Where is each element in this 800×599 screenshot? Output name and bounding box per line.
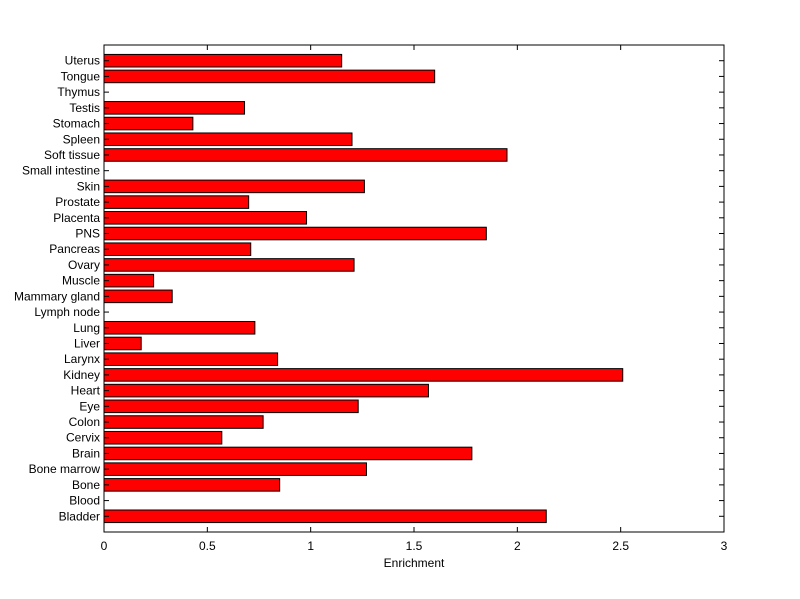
y-tick-label-blood: Blood — [69, 494, 100, 508]
bar-larynx — [103, 352, 279, 366]
y-tick-label-lung: Lung — [73, 321, 100, 335]
y-tick-label-testis: Testis — [69, 101, 100, 115]
x-axis-ticks: 0 0.5 1 1.5 2 2.5 3 — [101, 45, 728, 553]
y-tick-label-uterus: Uterus — [65, 54, 100, 68]
bar-kidney — [103, 368, 624, 382]
y-tick-label-larynx: Larynx — [64, 352, 100, 366]
bar-pancreas — [103, 242, 252, 257]
bar-heart — [103, 383, 429, 398]
x-tick-label-5: 2.5 — [612, 539, 629, 553]
y-tick-label-brain: Brain — [72, 446, 100, 460]
y-tick-label-lymph-node: Lymph node — [34, 305, 100, 319]
y-tick-label-liver: Liver — [74, 336, 100, 350]
bar-mammary-gland — [103, 289, 173, 304]
x-tick-label-4: 2 — [514, 539, 521, 553]
y-tick-label-kidney: Kidney — [63, 368, 100, 382]
y-tick-label-skin: Skin — [77, 179, 100, 193]
bar-spleen — [103, 132, 353, 147]
bar-prostate — [103, 195, 250, 209]
bar-pns — [103, 226, 487, 241]
bar-liver — [103, 336, 142, 351]
bar-bladder — [103, 509, 547, 524]
bar-stomach — [103, 116, 194, 131]
x-axis-label: Enrichment — [384, 556, 445, 570]
x-tick-label-6: 3 — [721, 539, 728, 553]
y-tick-label-tongue: Tongue — [61, 69, 101, 83]
y-tick-label-eye: Eye — [79, 399, 100, 413]
y-tick-label-bladder: Bladder — [59, 509, 100, 523]
plot-frame — [103, 44, 725, 533]
bar-tongue — [103, 69, 436, 84]
bar-cervix — [103, 430, 223, 445]
bar-muscle — [103, 273, 155, 288]
bar-testis — [103, 101, 246, 115]
y-tick-label-pns: PNS — [75, 227, 100, 241]
x-tick-label-1: 0.5 — [199, 539, 216, 553]
x-tick-label-3: 1.5 — [406, 539, 423, 553]
y-tick-label-prostate: Prostate — [55, 195, 100, 209]
bar-placenta — [103, 211, 308, 225]
y-tick-label-soft-tissue: Soft tissue — [44, 148, 100, 162]
bar-bone — [103, 478, 281, 492]
bar-uterus — [103, 53, 343, 68]
y-tick-label-heart: Heart — [71, 384, 101, 398]
y-tick-label-bone: Bone — [72, 478, 100, 492]
bar-eye — [103, 399, 359, 414]
y-tick-label-mammary-gland: Mammary gland — [14, 289, 100, 303]
y-tick-label-stomach: Stomach — [53, 117, 100, 131]
y-tick-label-ovary: Ovary — [68, 258, 100, 272]
bar-ovary — [103, 258, 355, 272]
bar-soft-tissue — [103, 148, 508, 162]
y-tick-label-cervix: Cervix — [66, 431, 100, 445]
x-tick-label-0: 0 — [101, 539, 108, 553]
y-tick-label-pancreas: Pancreas — [49, 242, 100, 256]
bar-colon — [103, 415, 264, 429]
y-tick-label-bone-marrow: Bone marrow — [29, 462, 101, 476]
bar-skin — [103, 179, 365, 194]
bar-bone-marrow — [103, 462, 367, 476]
x-tick-label-2: 1 — [307, 539, 314, 553]
bar-lung — [103, 320, 256, 335]
y-tick-label-muscle: Muscle — [62, 274, 100, 288]
y-tick-label-placenta: Placenta — [53, 211, 100, 225]
y-tick-label-thymus: Thymus — [57, 85, 100, 99]
y-tick-label-colon: Colon — [69, 415, 100, 429]
y-tick-label-spleen: Spleen — [63, 132, 100, 146]
y-tick-label-small-intestine: Small intestine — [22, 164, 100, 178]
bar-brain — [103, 446, 473, 461]
